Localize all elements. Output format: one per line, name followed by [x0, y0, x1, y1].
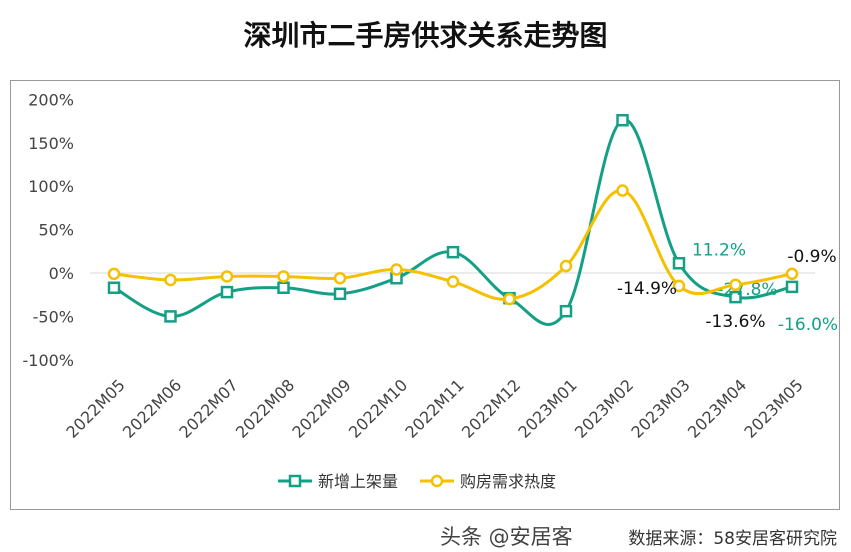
x-tick-label: 2022M05 [62, 375, 128, 441]
x-tick-label: 2023M03 [627, 375, 693, 441]
data-point [333, 287, 347, 301]
x-tick-label: 2022M10 [345, 375, 411, 441]
data-point [616, 113, 629, 127]
data-point [164, 310, 177, 323]
data-point [277, 270, 290, 283]
x-tick-label: 2023M02 [571, 375, 637, 441]
legend-marker [288, 474, 302, 488]
data-point [390, 263, 403, 276]
data-point [277, 281, 290, 295]
y-tick-label: 0% [49, 264, 74, 283]
data-point [446, 245, 460, 259]
x-tick-label: 2022M06 [119, 375, 185, 441]
legend-label: 新增上架量 [318, 472, 398, 491]
data-point [559, 259, 573, 273]
data-point [729, 290, 742, 304]
x-tick-label: 2022M12 [458, 375, 524, 441]
data-label: -14.9% [617, 279, 677, 299]
x-tick-label: 2022M08 [232, 375, 298, 441]
chart-frame [10, 80, 840, 510]
x-tick-label: 2022M11 [401, 375, 467, 441]
x-tick-label: 2022M09 [288, 375, 354, 441]
data-label: -16.0% [778, 315, 838, 335]
watermark: 头条 @安居客 [440, 525, 573, 549]
data-point [672, 279, 686, 293]
data-point [107, 281, 121, 295]
data-point [672, 257, 686, 270]
data-point [785, 280, 799, 294]
data-point [729, 278, 742, 292]
y-tick-label: 150% [28, 134, 74, 153]
data-point [107, 267, 121, 281]
data-point [333, 271, 347, 285]
legend-marker [430, 474, 444, 488]
data-point [616, 184, 629, 197]
data-source: 数据来源：58安居客研究院 [628, 529, 837, 549]
data-point [220, 285, 234, 299]
data-point [503, 292, 516, 306]
data-label: -13.6% [705, 312, 765, 332]
x-tick-label: 2023M04 [684, 375, 750, 441]
legend-label: 购房需求热度 [460, 472, 556, 491]
y-tick-label: 200% [28, 90, 74, 109]
x-tick-label: 2023M01 [514, 375, 580, 441]
data-point [559, 304, 573, 318]
data-point [220, 270, 234, 283]
data-label: -0.9% [787, 247, 836, 267]
chart-title: 深圳市二手房供求关系走势图 [243, 19, 608, 52]
data-point [446, 275, 460, 288]
y-tick-label: 50% [38, 221, 74, 240]
y-tick-label: -100% [22, 351, 74, 370]
x-tick-label: 2023M05 [740, 375, 806, 441]
y-tick-label: 100% [28, 177, 74, 196]
x-tick-label: 2022M07 [175, 375, 241, 441]
data-point [785, 267, 799, 281]
data-label: 11.2% [692, 240, 746, 260]
y-tick-label: -50% [33, 307, 74, 326]
data-point [164, 273, 177, 287]
